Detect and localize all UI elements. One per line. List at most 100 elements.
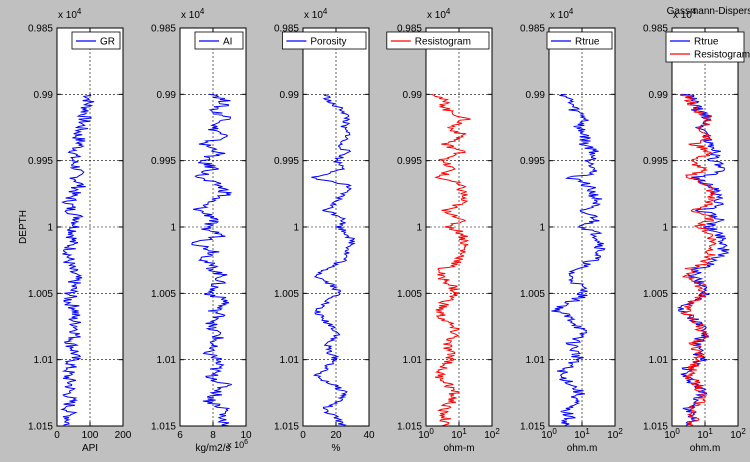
y-tick-label: 0.99: [157, 90, 177, 101]
y-tick-label: 0.99: [649, 90, 669, 101]
y-tick-label: 0.99: [403, 90, 423, 101]
x-tick-label: 200: [115, 430, 132, 441]
series-line-porosity: [311, 93, 356, 427]
y-tick-label: 0.985: [397, 24, 422, 35]
x-tick-label: 102: [730, 427, 746, 441]
x-axis-label: %: [332, 443, 341, 454]
y-axis-label: DEPTH: [18, 210, 29, 244]
x-tick-label: 101: [451, 427, 467, 441]
y-tick-label: 0.995: [151, 156, 176, 167]
y-tick-label: 1.01: [649, 355, 669, 366]
y-tick-label: 1.015: [397, 422, 422, 433]
x-tick-label: 0: [300, 430, 306, 441]
x-multiplier: x 106: [227, 439, 248, 450]
x-tick-label: 8: [210, 430, 216, 441]
y-tick-label: 0.985: [28, 24, 53, 35]
y-tick-label: 1.01: [34, 355, 54, 366]
x-tick-label: 0: [54, 430, 60, 441]
y-tick-label: 0.995: [28, 156, 53, 167]
legend-box: [386, 31, 490, 50]
x-axis-label: API: [82, 443, 98, 454]
y-tick-label: 0.995: [643, 156, 668, 167]
y-tick-label: 0.99: [280, 90, 300, 101]
y-tick-label: 1.005: [274, 289, 299, 300]
legend: AI: [194, 31, 244, 50]
y-tick-label: 1: [662, 223, 668, 234]
series-line-resistogram: [431, 93, 471, 427]
legend: Resistogram: [386, 31, 490, 50]
y-multiplier: x 104: [304, 7, 328, 21]
y-tick-label: 1.015: [28, 422, 53, 433]
y-tick-label: 0.99: [34, 90, 54, 101]
legend: Porosity: [281, 31, 367, 50]
series-line-gr: [60, 94, 95, 427]
x-tick-label: 100: [541, 427, 557, 441]
legend: Rtrue: [546, 31, 613, 50]
y-tick-label: 0.985: [520, 24, 545, 35]
y-tick-label: 1.01: [280, 355, 300, 366]
x-axis-label: ohm.m: [690, 443, 721, 454]
y-tick-label: 0.995: [397, 156, 422, 167]
y-tick-label: 1.005: [643, 289, 668, 300]
y-tick-label: 0.985: [151, 24, 176, 35]
y-tick-label: 1.015: [520, 422, 545, 433]
legend-box: [665, 31, 745, 63]
legend: Rtrue Resistogram: [665, 31, 750, 63]
legend-entry: GR: [100, 37, 115, 48]
legend-entry: Rtrue: [694, 37, 719, 48]
y-tick-label: 1: [47, 223, 53, 234]
series-line-rtrue: [551, 93, 606, 427]
y-tick-label: 1.015: [274, 422, 299, 433]
y-multiplier: x 104: [673, 7, 697, 21]
y-multiplier: x 104: [427, 7, 451, 21]
x-tick-label: 102: [607, 427, 623, 441]
x-tick-label: 100: [82, 430, 99, 441]
x-tick-label: 101: [574, 427, 590, 441]
series-line-ai: [191, 93, 232, 427]
y-tick-label: 1: [539, 223, 545, 234]
x-tick-label: 100: [664, 427, 680, 441]
y-tick-label: 0.995: [274, 156, 299, 167]
y-multiplier: x 104: [550, 7, 574, 21]
x-axis-label: ohm-m: [443, 443, 474, 454]
y-tick-label: 0.985: [274, 24, 299, 35]
y-tick-label: 1.01: [157, 355, 177, 366]
y-multiplier: x 104: [181, 7, 205, 21]
y-tick-label: 1.01: [526, 355, 546, 366]
x-tick-label: 40: [363, 430, 375, 441]
x-axis-label: kg/m2/s: [195, 443, 230, 454]
y-tick-label: 1.005: [397, 289, 422, 300]
y-tick-label: 1: [293, 223, 299, 234]
x-tick-label: 101: [697, 427, 713, 441]
y-tick-label: 0.99: [526, 90, 546, 101]
y-tick-label: 0.985: [643, 24, 668, 35]
legend-box: [546, 31, 613, 50]
legend-entry: Resistogram: [694, 50, 750, 61]
chart-title: Gassmann-Dispersed: [667, 6, 750, 17]
y-tick-label: 1.005: [28, 289, 53, 300]
x-tick-label: 6: [177, 430, 183, 441]
x-tick-label: 20: [330, 430, 342, 441]
legend-box: [281, 31, 367, 50]
y-tick-label: 0.995: [520, 156, 545, 167]
y-tick-label: 1.01: [403, 355, 423, 366]
series-line-resistogram: [679, 93, 717, 427]
legend-entry: Resistogram: [415, 37, 471, 48]
y-tick-label: 1: [416, 223, 422, 234]
x-tick-label: 102: [484, 427, 500, 441]
x-axis-label: ohm.m: [567, 443, 598, 454]
x-tick-label: 100: [418, 427, 434, 441]
y-tick-label: 1.005: [520, 289, 545, 300]
legend-entry: Rtrue: [575, 37, 600, 48]
legend-entry: Porosity: [310, 37, 346, 48]
y-tick-label: 1.015: [151, 422, 176, 433]
x-tick-label: 10: [240, 430, 252, 441]
